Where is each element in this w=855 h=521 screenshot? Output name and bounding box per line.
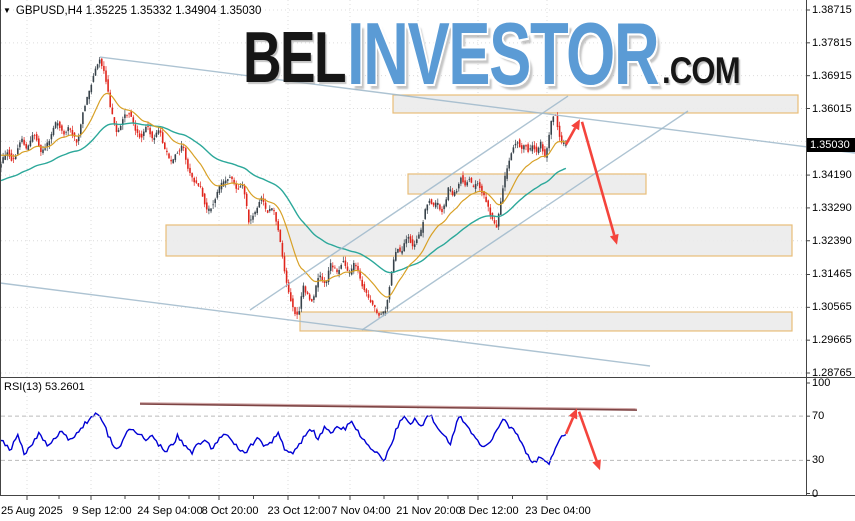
time-axis-label: 8 Dec 12:00 [459,505,519,517]
price-axis-label: 1.31465 [812,268,852,281]
price-axis-label: 1.30565 [812,301,852,314]
price-axis-label: 1.36915 [812,69,852,82]
price-axis-label: 1.34190 [812,169,852,182]
time-axis-label: 9 Sep 12:00 [72,505,132,517]
quote-text: GBPUSD,H4 1.35225 1.35332 1.34904 1.3503… [15,5,262,17]
price-axis-label: 1.36015 [812,102,852,115]
time-axis-label: 23 Dec 04:00 [525,505,591,517]
price-axis-label: 1.29665 [812,334,852,347]
time-axis-label: 25 Aug 2025 [1,505,63,517]
time-axis-label: 24 Sep 04:00 [137,505,203,517]
time-axis-label: 23 Oct 12:00 [267,505,331,517]
rsi-indicator-label: RSI(13) 53.2601 [4,381,85,393]
time-axis-label: 21 Nov 20:00 [396,505,462,517]
symbol-quote: ▼ GBPUSD,H4 1.35225 1.35332 1.34904 1.350… [3,5,261,17]
rsi-axis-label: 30 [812,454,825,467]
price-axis-label: 1.37815 [812,36,852,49]
price-axis-label: 1.33290 [812,201,852,214]
current-price-tag: 1.35030 [807,138,855,152]
time-axis-label: 7 Nov 04:00 [331,505,391,517]
time-axis-label: 8 Oct 20:00 [201,505,259,517]
price-axis-label: 1.38715 [812,3,852,16]
symbol-dropdown-icon[interactable]: ▼ [3,6,11,15]
rsi-axis-label: 70 [812,410,825,423]
rsi-axis-label: 0 [812,487,819,500]
price-axis-label: 1.28765 [812,367,852,379]
price-axis-label: 1.32390 [812,234,852,247]
rsi-axis-label: 100 [812,377,831,389]
